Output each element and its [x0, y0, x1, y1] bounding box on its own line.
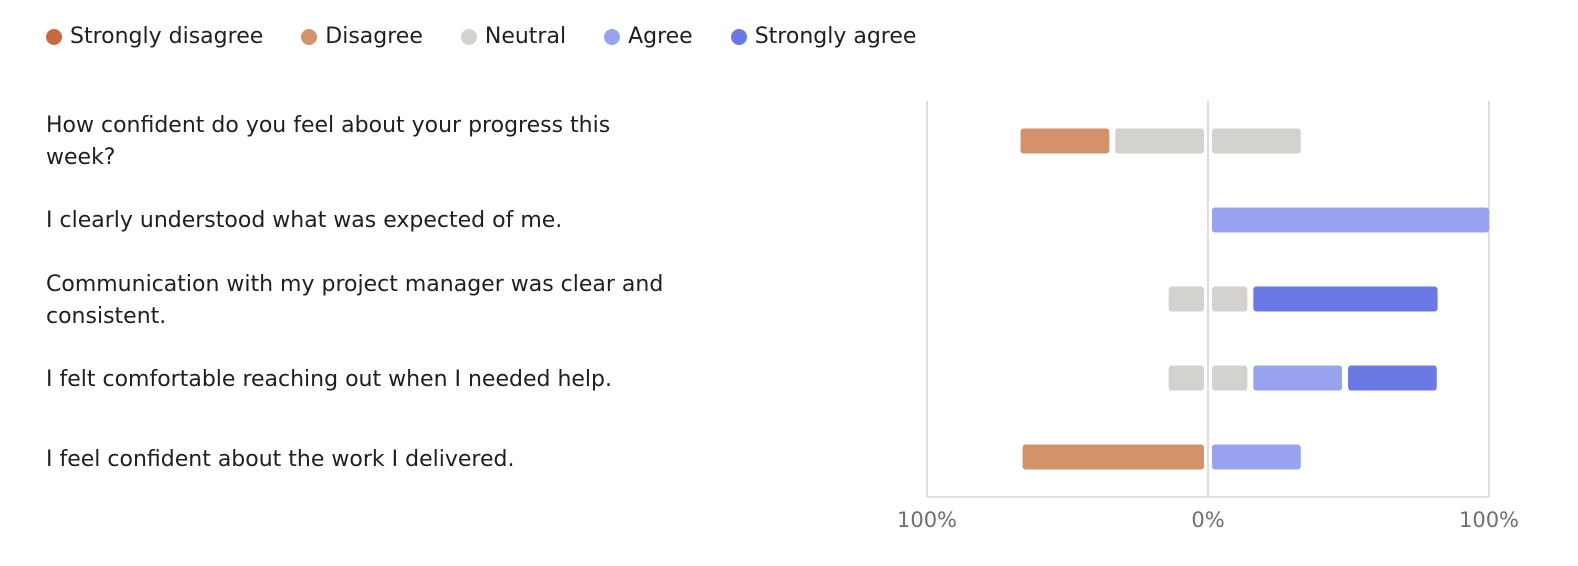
legend-item-disagree[interactable]: Disagree: [301, 24, 423, 49]
x-tick-label: 0%: [1191, 508, 1224, 532]
bar-segment-neutral: [1115, 128, 1204, 154]
bar-segment-neutral: [1168, 365, 1204, 391]
bar-segment-neutral: [1212, 365, 1248, 391]
legend-label-disagree: Disagree: [325, 24, 423, 49]
legend-swatch-agree: [604, 28, 621, 45]
bar-segment-agree: [1212, 207, 1489, 233]
legend-label-neutral: Neutral: [484, 24, 567, 49]
legend-label-agree: Agree: [628, 24, 693, 49]
question-label: I clearly understood what was expected o…: [46, 208, 563, 233]
x-tick-label: 100%: [1459, 508, 1519, 532]
bar-segment-agree: [1253, 365, 1343, 391]
question-label: Communication with my project manager wa…: [46, 272, 664, 329]
x-tick-label: 100%: [897, 508, 957, 532]
question-label: I feel confident about the work I delive…: [46, 447, 515, 472]
legend-item-neutral[interactable]: Neutral: [460, 24, 567, 49]
question-label: I felt comfortable reaching out when I n…: [46, 367, 613, 392]
legend-label-strongly-agree: Strongly agree: [754, 24, 917, 49]
bar-segment-agree: [1212, 444, 1301, 470]
bar-segment-neutral: [1168, 286, 1204, 312]
legend-item-agree[interactable]: Agree: [604, 24, 693, 49]
legend-swatch-disagree: [301, 28, 318, 45]
bar-segment-neutral: [1212, 286, 1248, 312]
legend-swatch-neutral: [460, 28, 477, 45]
legend: Strongly disagree Disagree Neutral Agree…: [46, 24, 954, 49]
bar-segment-neutral: [1212, 128, 1301, 154]
bar-segment-disagree: [1022, 444, 1204, 470]
question-label: How confident do you feel about your pro…: [46, 113, 611, 170]
bar-segment-strongly-agree: [1348, 365, 1437, 391]
legend-item-strongly-disagree[interactable]: Strongly disagree: [46, 24, 263, 49]
bar-segment-strongly-agree: [1253, 286, 1438, 312]
bar-segment-disagree: [1020, 128, 1110, 154]
legend-label-strongly-disagree: Strongly disagree: [70, 24, 264, 49]
legend-item-strongly-agree[interactable]: Strongly agree: [730, 24, 917, 49]
legend-swatch-strongly-agree: [730, 28, 747, 45]
legend-swatch-strongly-disagree: [46, 28, 62, 45]
